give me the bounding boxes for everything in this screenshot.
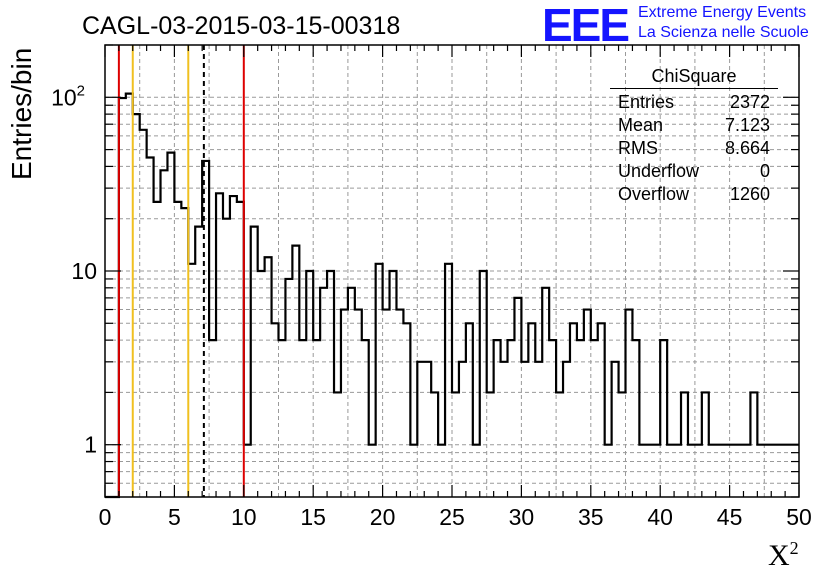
stats-value: 2372 bbox=[729, 92, 770, 112]
stats-label: Mean bbox=[618, 115, 664, 135]
stats-row: Underflow 0 bbox=[610, 160, 778, 183]
chart-title: CAGL-03-2015-03-15-00318 bbox=[82, 12, 401, 40]
stats-value: 8.664 bbox=[724, 138, 770, 158]
x-tick-label: 5 bbox=[168, 504, 181, 530]
stats-value: 1260 bbox=[729, 184, 770, 204]
logo-line-2: La Scienza nelle Scuole bbox=[638, 24, 809, 41]
x-axis-label-superscript: 2 bbox=[789, 538, 799, 558]
stats-value: 7.123 bbox=[724, 115, 770, 135]
stats-label: Underflow bbox=[618, 161, 700, 181]
y-tick-label: 1 bbox=[84, 432, 97, 458]
histogram-series bbox=[105, 92, 799, 499]
x-tick-label: 30 bbox=[509, 504, 535, 530]
x-tick-label: 0 bbox=[99, 504, 112, 530]
y-tick-label-exponent: 2 bbox=[77, 82, 85, 99]
x-tick-label: 20 bbox=[370, 504, 396, 530]
x-tick-label: 50 bbox=[786, 504, 812, 530]
x-axis-label-base: X bbox=[768, 539, 790, 572]
y-tick-label: 10 bbox=[71, 258, 97, 284]
stats-value: 0 bbox=[759, 161, 770, 181]
stats-label: Entries bbox=[618, 92, 675, 112]
y-tick-label: 102 bbox=[51, 82, 85, 110]
logo-line-1: Extreme Energy Events bbox=[638, 4, 807, 21]
stats-row: Mean 7.123 bbox=[610, 114, 778, 137]
x-tick-label: 35 bbox=[578, 504, 604, 530]
stats-box: ChiSquare Entries 2372 Mean 7.123 RMS 8.… bbox=[610, 66, 778, 206]
x-tick-label: 40 bbox=[647, 504, 673, 530]
y-axis-label: Entries/bin bbox=[6, 47, 37, 180]
x-tick-label: 25 bbox=[439, 504, 465, 530]
x-tick-label: 15 bbox=[300, 504, 326, 530]
eee-logo: EEE bbox=[542, 0, 630, 51]
stats-row: Entries 2372 bbox=[610, 91, 778, 114]
stats-row: RMS 8.664 bbox=[610, 137, 778, 160]
stats-row: Overflow 1260 bbox=[610, 183, 778, 206]
x-axis-label: X2 bbox=[768, 538, 799, 573]
x-tick-label: 45 bbox=[717, 504, 743, 530]
stats-label: RMS bbox=[618, 138, 658, 158]
stats-label: Overflow bbox=[618, 184, 690, 204]
stats-title: ChiSquare bbox=[610, 66, 778, 89]
x-tick-label: 10 bbox=[231, 504, 257, 530]
